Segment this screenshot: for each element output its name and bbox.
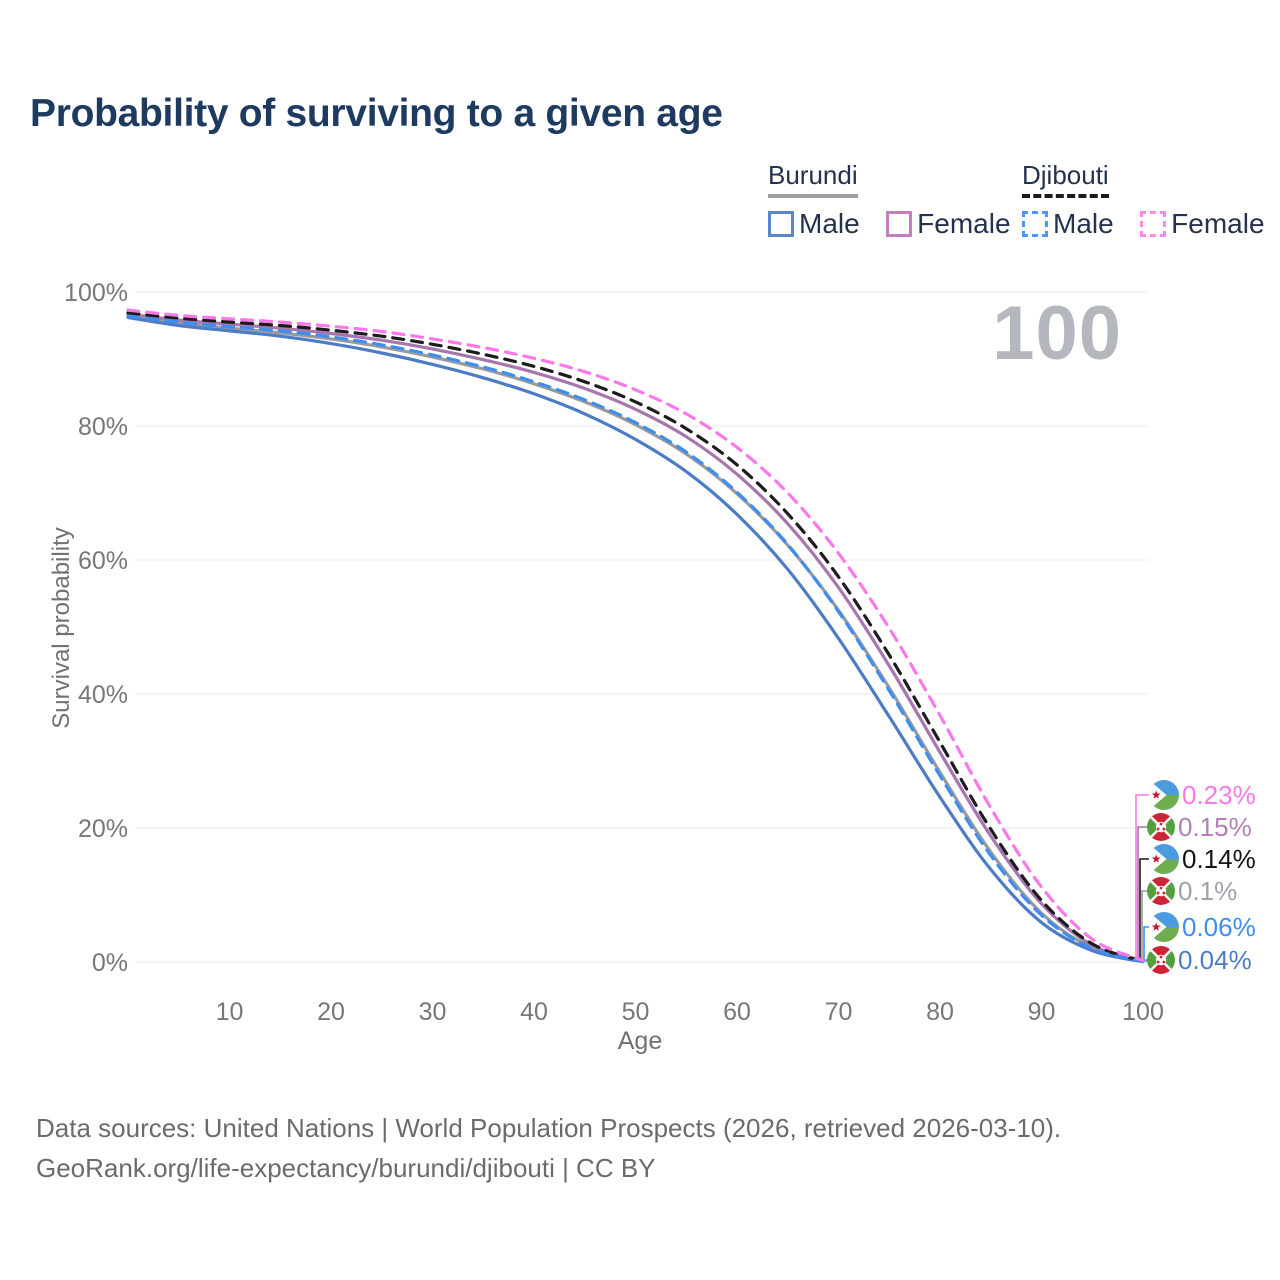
legend-item-djibouti-male[interactable]: Male <box>1022 208 1114 240</box>
legend-item-label: Female <box>1171 208 1265 239</box>
end-label-djibouti-female: 0.23% <box>1149 779 1256 811</box>
hover-age-watermark: 100 <box>992 291 1122 376</box>
end-label-value: 0.1% <box>1178 875 1238 906</box>
legend-item-burundi-male[interactable]: Male <box>768 208 860 240</box>
legend-group-burundi: Burundi Male Female <box>768 160 1011 242</box>
burundi-flag-icon <box>1147 877 1175 905</box>
series-line-burundi-male[interactable] <box>126 315 1145 964</box>
djibouti-male-swatch <box>1022 211 1048 237</box>
burundi-male-swatch <box>768 211 794 237</box>
burundi-female-swatch <box>886 211 913 237</box>
x-tick-label: 90 <box>1028 998 1056 1026</box>
x-tick-label: 70 <box>825 998 853 1026</box>
end-label-djibouti-both: 0.14% <box>1149 843 1256 875</box>
end-label-burundi-both: 0.1% <box>1147 875 1237 907</box>
y-tick-label: 0% <box>92 949 128 977</box>
x-tick-label: 50 <box>622 998 650 1026</box>
data-source-footer: Data sources: United Nations | World Pop… <box>36 1108 1061 1188</box>
djibouti-flag-icon <box>1149 912 1179 942</box>
end-label-value: 0.23% <box>1182 779 1256 810</box>
x-tick-label: 40 <box>520 998 548 1026</box>
legend-item-label: Female <box>917 208 1011 239</box>
y-tick-label: 40% <box>78 681 128 709</box>
legend-item-burundi-female[interactable]: Female <box>886 208 1011 240</box>
source-line: Data sources: United Nations | World Pop… <box>36 1113 1062 1143</box>
source-link-line: GeoRank.org/life-expectancy/burundi/djib… <box>36 1153 656 1183</box>
x-tick-label: 80 <box>926 998 954 1026</box>
end-label-value: 0.04% <box>1178 944 1252 975</box>
y-tick-label: 80% <box>78 413 128 441</box>
series-line-burundi[interactable] <box>126 313 1145 963</box>
x-tick-label: 60 <box>723 998 751 1026</box>
x-tick-label: 20 <box>317 998 345 1026</box>
end-label-djibouti-male: 0.06% <box>1149 911 1256 943</box>
legend-item-label: Male <box>1053 208 1114 239</box>
page-title: Probability of surviving to a given age <box>30 92 723 135</box>
x-axis-title: Age <box>617 1027 663 1055</box>
end-label-value: 0.14% <box>1182 843 1256 874</box>
legend-item-djibouti-female[interactable]: Female <box>1140 208 1265 240</box>
legend-group-djibouti: Djibouti Male Female <box>1022 160 1265 242</box>
x-tick-label: 100 <box>1122 998 1164 1026</box>
djibouti-female-swatch <box>1140 211 1167 237</box>
legend-country-burundi[interactable]: Burundi <box>768 160 858 198</box>
legend-item-label: Male <box>799 208 860 239</box>
djibouti-flag-icon <box>1149 780 1179 810</box>
end-label-value: 0.15% <box>1178 811 1252 842</box>
legend-country-djibouti[interactable]: Djibouti <box>1022 160 1109 198</box>
x-tick-label: 30 <box>419 998 447 1026</box>
y-tick-label: 20% <box>78 815 128 843</box>
y-tick-label: 60% <box>78 547 128 575</box>
end-label-burundi-female: 0.15% <box>1147 811 1252 843</box>
series-line-djibouti[interactable] <box>126 311 1145 963</box>
end-label-burundi-male: 0.04% <box>1147 944 1252 976</box>
burundi-flag-icon <box>1147 813 1175 841</box>
end-label-connector <box>1137 826 1150 961</box>
end-label-value: 0.06% <box>1182 911 1256 942</box>
y-tick-label: 100% <box>64 279 128 307</box>
end-label-connector <box>1143 926 1150 962</box>
series-line-djibouti-female[interactable] <box>126 308 1145 963</box>
series-line-burundi-female[interactable] <box>126 312 1145 963</box>
series-line-djibouti-male[interactable] <box>126 314 1145 964</box>
burundi-flag-icon <box>1147 946 1175 974</box>
y-axis-title: Survival probability <box>48 527 75 729</box>
djibouti-flag-icon <box>1149 844 1179 874</box>
end-label-connector <box>1139 858 1150 962</box>
end-label-connector <box>1135 794 1150 961</box>
x-tick-label: 10 <box>216 998 244 1026</box>
